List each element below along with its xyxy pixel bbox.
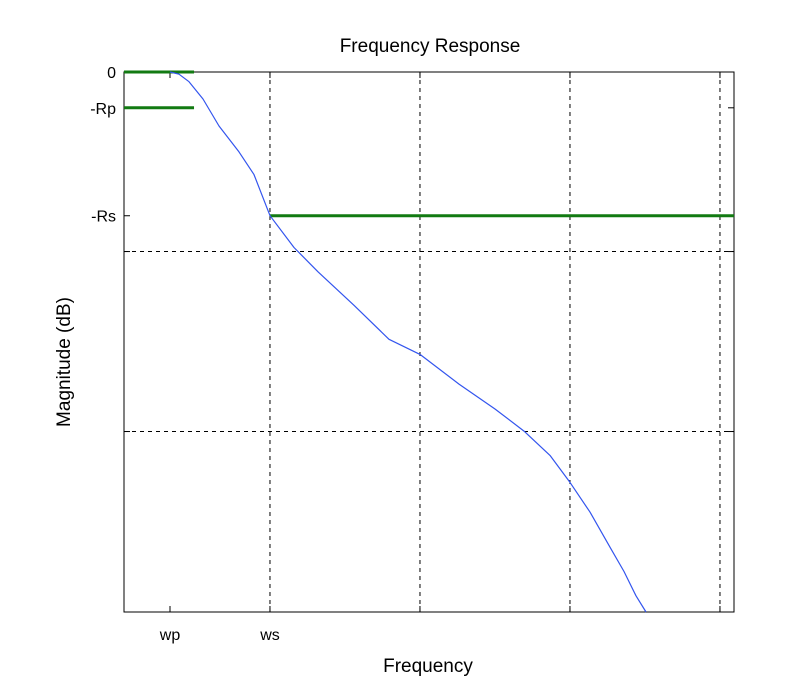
x-axis-label: Frequency xyxy=(383,656,473,677)
y-tick-label-0: 0 xyxy=(107,65,116,82)
y-tick-label--Rp: -Rp xyxy=(90,101,116,118)
series-line-magnitude-response xyxy=(169,71,647,613)
chart-title: Frequency Response xyxy=(340,36,521,57)
y-axis-label: Magnitude (dB) xyxy=(54,297,75,427)
x-tick-label-ws: ws xyxy=(259,627,280,644)
y-tick-label--Rs: -Rs xyxy=(91,209,116,226)
plot-area: wp ws 0 -Rp -Rs xyxy=(90,65,735,644)
x-tick-label-wp: wp xyxy=(159,627,181,644)
